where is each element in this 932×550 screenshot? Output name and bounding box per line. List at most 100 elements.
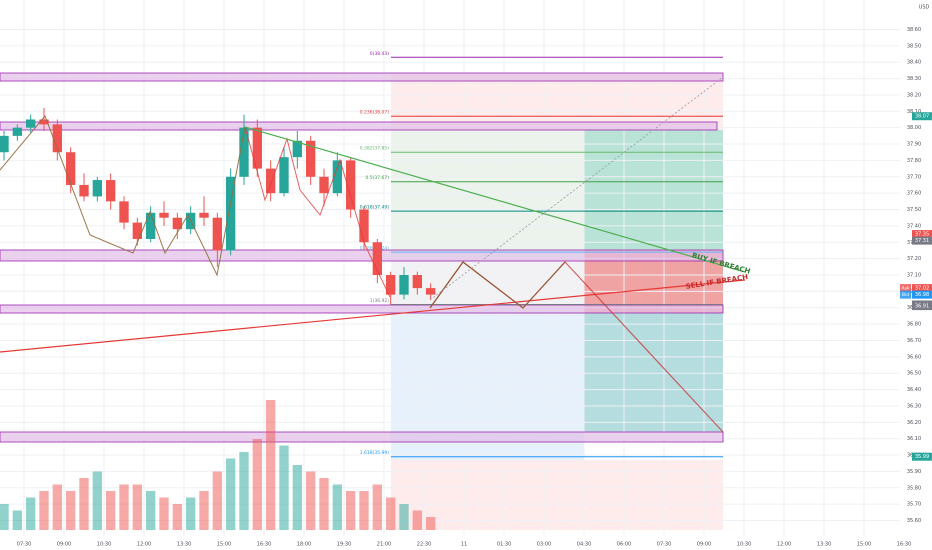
candle-body — [399, 275, 409, 295]
candle-body — [106, 180, 116, 202]
y-tick-label: 36.60 — [907, 354, 921, 360]
x-tick-label: 12:00 — [137, 542, 151, 548]
profit-box-low — [584, 313, 723, 432]
volume-bar — [146, 491, 156, 530]
trend-line — [244, 126, 746, 273]
y-tick-label: 36.30 — [907, 403, 921, 409]
zone — [0, 304, 724, 314]
x-tick-label: 22:30 — [417, 542, 431, 548]
price-badge-label: 36.91 — [915, 304, 929, 310]
zigzag-green — [0, 115, 246, 277]
y-tick-label: 37.10 — [907, 273, 921, 279]
volume-bar — [12, 510, 22, 530]
target-zone-low — [391, 460, 723, 530]
volume-bar — [132, 484, 142, 530]
y-tick-label: 36.70 — [907, 338, 921, 344]
candle-body — [372, 242, 382, 275]
x-tick-label: 04:30 — [577, 542, 591, 548]
candle-body — [266, 168, 276, 194]
y-tick-label: 38.00 — [907, 125, 921, 131]
volume-bar — [52, 484, 62, 530]
fib-label: 0.5(37.67) — [365, 175, 389, 181]
y-tick-label: 38.20 — [907, 92, 921, 98]
volume-bar — [172, 504, 182, 530]
x-tick-label: 09:00 — [57, 542, 71, 548]
x-tick-label: 01:30 — [497, 542, 511, 548]
y-tick-label: 35.60 — [907, 518, 921, 524]
price-badge — [912, 452, 932, 461]
y-tick-label: 38.40 — [907, 60, 921, 66]
zone — [0, 72, 724, 82]
volume — [0, 400, 436, 530]
y-tick-label: 38.60 — [907, 27, 921, 33]
y-tick-label: 36.80 — [907, 322, 921, 328]
candle-body — [426, 288, 436, 295]
price-badge — [912, 302, 932, 311]
x-tick-label: 12:00 — [777, 542, 791, 548]
volume-bar — [412, 510, 422, 530]
volume-bar — [119, 484, 129, 530]
volume-bar — [66, 491, 76, 530]
price-tag — [900, 284, 911, 293]
x-tick-label: 15:00 — [217, 542, 231, 548]
candle-body — [26, 119, 36, 128]
volume-bar — [346, 491, 356, 530]
x-tick-label: 06:00 — [617, 542, 631, 548]
volume-bar — [372, 484, 382, 530]
volume-bar — [79, 478, 89, 530]
price-badge — [912, 284, 932, 293]
candle-body — [346, 160, 356, 210]
volume-bar — [399, 504, 409, 530]
price-tag-label: Bid — [902, 292, 909, 298]
profit-box — [584, 130, 723, 250]
candle-body — [212, 217, 222, 251]
y-tick-label: 38.50 — [907, 43, 921, 49]
fib-label: 0.382(37.85) — [360, 146, 390, 152]
volume-bar — [306, 471, 316, 530]
x-tick-label: 07:30 — [657, 542, 671, 548]
candle-body — [199, 212, 209, 218]
price-badge-label: 36.98 — [915, 292, 929, 298]
x-tick-label: 21:00 — [377, 542, 391, 548]
fib-label: 1(36.92) — [370, 298, 390, 304]
x-tick-label: 03:00 — [537, 542, 551, 548]
fib-levels: 0(38.43) 0.236(38.07) 0.382(37.85) 0.5(37.6… — [360, 51, 723, 458]
y-tick-label: 35.70 — [907, 502, 921, 508]
volume-bar — [332, 484, 342, 530]
price-badge — [912, 112, 932, 121]
volume-bar — [199, 491, 209, 530]
volume-bar — [26, 497, 36, 530]
volume-bar — [426, 517, 436, 530]
volume-bar — [159, 497, 169, 530]
candle-body — [52, 124, 62, 153]
candles — [0, 108, 436, 305]
volume-bar — [106, 491, 116, 530]
candle-body — [279, 157, 289, 194]
candle-body — [386, 275, 396, 295]
grid — [0, 0, 905, 536]
x-tick-label: 07:30 — [17, 542, 31, 548]
x-tick-label: 18:00 — [297, 542, 311, 548]
y-tick-label: 38.10 — [907, 109, 921, 115]
y-tick-label: 37.70 — [907, 174, 921, 180]
fib-label: 0(38.43) — [370, 51, 390, 57]
price-tag-label: Ask — [901, 286, 909, 292]
candle-body — [226, 176, 236, 251]
price-badge-label: 37.02 — [915, 286, 929, 292]
price-badge-label: 35.99 — [915, 454, 929, 460]
candle-body — [319, 176, 329, 194]
x-tick-label: 15:00 — [857, 542, 871, 548]
candle-body — [252, 127, 262, 169]
y-tick-label: 37.20 — [907, 256, 921, 262]
y-tick-label: 36.40 — [907, 387, 921, 393]
candle-body — [12, 127, 22, 136]
volume-bar — [0, 504, 9, 530]
volume-bar — [279, 445, 289, 530]
x-tick-label: 10:30 — [97, 542, 111, 548]
y-tick-label: 37.90 — [907, 142, 921, 148]
candle-body — [359, 209, 369, 243]
volume-bar — [92, 471, 102, 530]
candle-body — [292, 140, 302, 158]
y-tick-label: 37.60 — [907, 191, 921, 197]
